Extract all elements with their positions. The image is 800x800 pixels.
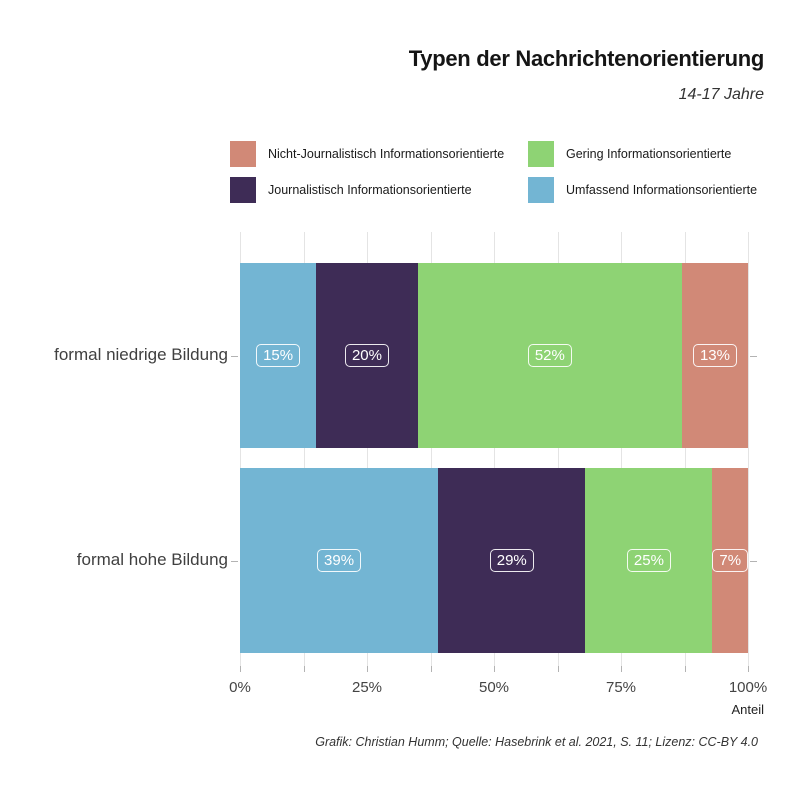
legend-item: Journalistisch Informationsorientierte [230,177,528,203]
legend: Nicht-Journalistisch Informationsorienti… [230,141,757,203]
category-axis-tick [750,560,757,562]
segment-value-label: 25% [626,549,671,572]
segment-value-label: 39% [317,549,362,572]
category-axis-tick [231,355,238,357]
segment-value-label: 15% [256,344,301,367]
gridline [240,232,241,666]
legend-label: Umfassend Informationsorientierte [566,183,758,197]
x-axis-tick [367,666,368,672]
x-axis-tick [621,666,622,672]
x-axis-tick-label: 75% [605,679,637,696]
x-axis-tick [240,666,241,672]
legend-swatch [230,177,256,203]
legend-item: Nicht-Journalistisch Informationsorienti… [230,141,528,167]
x-axis-tick [303,666,305,672]
legend-item: Gering Informationsorientierte [528,141,757,167]
x-axis-tick [430,666,432,672]
segment-value-label: 20% [344,344,389,367]
category-label-niedrige-bildung: formal niedrige Bildung [54,345,228,364]
legend-swatch [528,141,554,167]
x-axis-tick [494,666,495,672]
gridline [494,232,495,666]
x-axis-title: Anteil [731,702,764,717]
x-axis-tick-label: 100% [728,679,768,696]
x-axis-tick-label: 25% [351,679,383,696]
legend-swatch [528,177,554,203]
legend-label: Nicht-Journalistisch Informationsorienti… [268,147,505,161]
bar-segment: 52% [417,263,682,448]
x-axis-tick-label: 50% [478,679,510,696]
chart-title: Typen der Nachrichtenorientierung [408,46,765,71]
chart-subtitle: 14-17 Jahre [678,86,764,103]
category-axis-tick [750,355,757,357]
x-axis-tick [557,666,559,672]
segment-value-label: 7% [712,549,749,572]
gridline [430,232,432,666]
x-axis-tick [748,666,749,672]
legend-swatch [230,141,256,167]
bar-segment: 20% [316,263,418,448]
caption: Grafik: Christian Humm; Quelle: Hasebrin… [315,735,758,749]
segment-value-label: 52% [527,344,572,367]
x-axis-tick [684,666,686,672]
segment-value-label: 29% [489,549,534,572]
bar-segment: 15% [240,263,317,448]
legend-item: Umfassend Informationsorientierte [528,177,757,203]
bar-formal-hohe-bildung: 39% 29% 25% 7% [240,468,749,653]
bar-formal-niedrige-bildung: 15% 20% 52% 13% [240,263,748,448]
category-label-hohe-bildung: formal hohe Bildung [76,550,228,569]
gridline [748,232,749,666]
bar-segment: 25% [585,468,713,653]
bar-segment: 39% [240,468,439,653]
legend-label: Gering Informationsorientierte [566,147,732,161]
category-axis-tick [231,560,238,562]
gridline [621,232,622,666]
gridline [303,232,305,666]
x-axis-tick-label: 0% [229,679,251,696]
plot-area: 15% 20% 52% 13% 39% 29% 25% 7% [240,232,749,666]
bar-segment: 13% [681,263,748,448]
legend-label: Journalistisch Informationsorientierte [268,183,472,197]
gridline [557,232,559,666]
gridline [367,232,368,666]
segment-value-label: 13% [692,344,737,367]
gridline [684,232,686,666]
bar-segment: 7% [712,468,749,653]
bar-segment: 29% [438,468,586,653]
